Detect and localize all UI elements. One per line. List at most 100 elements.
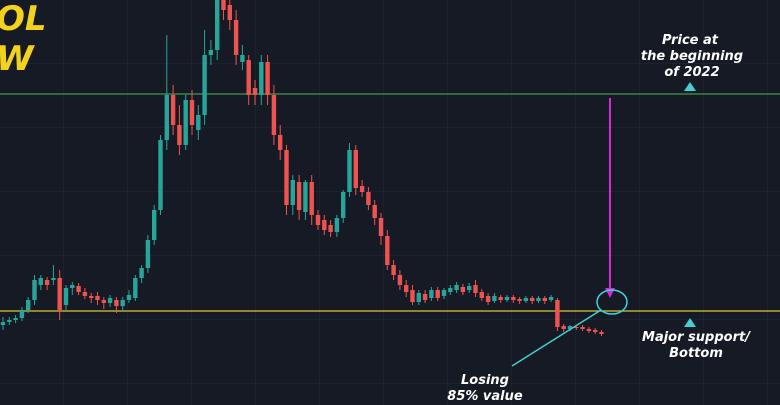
candle-body	[170, 95, 176, 125]
candle-body	[51, 278, 56, 280]
bottom-circle	[596, 289, 628, 315]
candle-body	[555, 300, 560, 327]
candle-body	[265, 62, 270, 95]
candle-body	[303, 182, 308, 212]
candle-body	[0, 322, 6, 325]
candle-body	[328, 225, 333, 232]
candle-body	[196, 115, 201, 130]
candle-body	[366, 192, 371, 205]
candle-body	[309, 182, 314, 215]
title-line: W	[0, 39, 35, 79]
candle-body	[7, 320, 12, 322]
candle-body	[177, 125, 182, 145]
candle-body	[76, 286, 81, 292]
plot	[0, 0, 780, 336]
candle-body	[82, 292, 88, 296]
candle-body	[139, 268, 144, 278]
candle-body	[95, 296, 100, 300]
candle-body	[133, 278, 138, 298]
candle-body	[13, 318, 18, 320]
candle-body	[183, 100, 188, 145]
candle-body	[38, 278, 43, 285]
candle-body	[391, 265, 396, 275]
candle-body	[246, 60, 251, 95]
candle-body	[278, 135, 283, 150]
candle-body	[542, 298, 547, 301]
candle-body	[523, 298, 529, 301]
candle-body	[429, 290, 434, 298]
candle-body	[32, 280, 37, 300]
candle-body	[580, 327, 585, 329]
candle-body	[290, 180, 295, 205]
candle-body	[353, 150, 358, 188]
candle-body	[57, 278, 62, 310]
candle-body	[164, 95, 169, 140]
candle-body	[410, 290, 415, 302]
candle-body	[454, 285, 459, 290]
candle-body	[536, 298, 541, 301]
candle-body	[460, 287, 466, 292]
candle-body	[485, 296, 491, 302]
candle-body	[152, 210, 157, 240]
candle-body	[416, 293, 421, 302]
candle-body	[107, 298, 113, 303]
candle-body	[530, 298, 535, 301]
candle-body	[233, 20, 239, 55]
pointer-line	[511, 309, 602, 367]
candle-body	[44, 280, 50, 285]
candle-body	[599, 332, 604, 334]
annotation: 85% value	[447, 389, 523, 404]
candle-body	[548, 297, 554, 300]
annotation: of 2022	[664, 65, 719, 80]
candle-body	[202, 55, 207, 115]
candle-body	[221, 0, 226, 10]
candle-body	[441, 290, 447, 296]
candle-body	[114, 300, 119, 306]
candle-body	[567, 326, 573, 329]
candle-body	[227, 5, 232, 20]
candle-body	[341, 192, 346, 218]
candle-body	[334, 218, 340, 232]
up-arrow	[684, 318, 696, 327]
candle-body	[511, 297, 516, 300]
candle-body	[19, 310, 25, 318]
candle-body	[586, 329, 592, 331]
candle-body	[284, 150, 289, 205]
candle-body	[240, 55, 245, 62]
candle-body	[158, 140, 163, 210]
candle-body	[378, 218, 384, 236]
annotation: Losing	[461, 373, 509, 388]
candle-body	[435, 290, 440, 298]
candle-body	[561, 326, 566, 329]
candle-body	[448, 288, 453, 292]
candle-body	[126, 295, 132, 300]
candle-body	[296, 182, 302, 210]
candle-body	[215, 0, 220, 50]
candle-body	[467, 286, 472, 290]
annotation: Price at	[662, 33, 719, 48]
annotation: Bottom	[669, 346, 723, 361]
candle-body	[70, 285, 75, 288]
candle-body	[322, 220, 327, 230]
candle-body	[498, 297, 503, 300]
annotation: Major support/	[642, 330, 751, 345]
annotation: the beginning	[641, 49, 743, 64]
candle-body	[574, 327, 579, 328]
candle-body	[593, 330, 598, 332]
candle-body	[385, 236, 390, 265]
candle-body	[26, 300, 31, 310]
title-line: OL	[0, 0, 47, 39]
candle-body	[145, 240, 151, 268]
candle-body	[315, 215, 321, 225]
candle-body	[63, 288, 69, 305]
candle-body	[397, 275, 403, 285]
candle-body	[492, 296, 497, 301]
candle-body	[372, 205, 377, 218]
candle-body	[120, 300, 125, 306]
candle-body	[359, 186, 365, 192]
candle-body	[517, 299, 522, 301]
candle-body	[101, 300, 106, 303]
candle-body	[473, 285, 478, 293]
